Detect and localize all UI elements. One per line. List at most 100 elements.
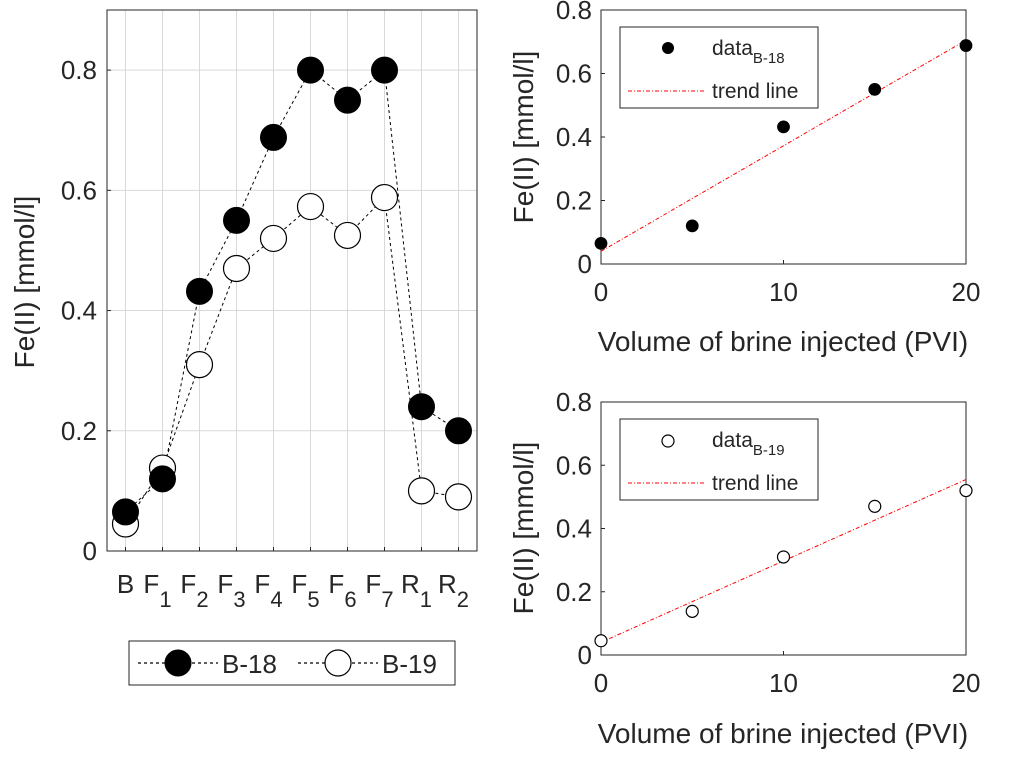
top-right-markers: [594, 39, 973, 250]
point-b-18-5: [297, 56, 324, 84]
bottom-right-legend[interactable]: dataB-19 trend line: [619, 418, 819, 501]
legend-b18-marker: [164, 649, 192, 677]
br-legend-data-label: dataB-19: [712, 429, 785, 459]
tr-y-tick-label-4: 0.8: [556, 0, 592, 25]
br-point-4: [959, 483, 973, 498]
tr-point-3: [868, 82, 882, 96]
left-legend[interactable]: B-18 B-19: [128, 640, 456, 686]
br-point-1: [685, 604, 699, 618]
left-x-tick-sub-6: 6: [344, 587, 356, 612]
point-b-19-2: [185, 351, 214, 379]
series-line-b-19: [125, 196, 459, 525]
tr-legend-data-marker: [662, 42, 674, 54]
left-x-tick-main-6: F: [328, 569, 344, 599]
tr-point-1: [685, 219, 699, 233]
point-b-18-2: [186, 277, 213, 305]
point-b-19-5: [296, 192, 325, 221]
left-x-tick-main-7: F: [365, 569, 381, 599]
left-x-tick-label-3: F3: [217, 569, 245, 612]
legend-b19-marker: [324, 649, 352, 677]
top-right-x-axis-label: Volume of brine injected (PVI): [598, 326, 968, 357]
left-series-lines: [125, 69, 459, 525]
left-x-tick-sub-3: 3: [233, 587, 245, 612]
br-y-tick-label-3: 0.6: [556, 450, 592, 480]
left-axes-box: [106, 9, 478, 552]
top-right-legend[interactable]: dataB-18 trend line: [619, 26, 819, 109]
bottom-right-y-axis-label: Fe(II) [mmol/l]: [508, 442, 539, 615]
point-b-19-6: [333, 221, 362, 250]
left-x-tick-label-8: R1: [401, 569, 432, 612]
tr-point-4: [959, 39, 973, 52]
left-x-tick-label-6: F6: [328, 569, 356, 612]
point-b-18-4: [260, 123, 287, 151]
br-legend-data-sub: B-19: [753, 442, 785, 459]
bottom-right-markers: [594, 483, 973, 648]
bottom-right-legend-box: [619, 418, 819, 501]
left-y-tick-label-1: 0.2: [61, 416, 97, 446]
left-x-tick-sub-5: 5: [307, 587, 319, 612]
bottom-right-chart: 0 0.2 0.4 0.6 0.8 0 10 20 Fe(II) [mmol/l] Volu…: [508, 387, 980, 749]
point-b-19-4: [259, 224, 288, 253]
point-b-19-8: [407, 477, 436, 505]
br-legend-data-main: data: [712, 429, 753, 452]
legend-b19-label: B-19: [382, 649, 437, 679]
tr-legend-data-sub: B-18: [753, 50, 785, 67]
br-y-tick-label-2: 0.4: [556, 514, 592, 544]
left-x-tick-main-2: F: [180, 569, 196, 599]
br-x-tick-label-2: 20: [952, 668, 981, 698]
point-b-18-8: [408, 393, 435, 421]
br-point-2: [776, 550, 791, 564]
left-x-tick-sub-8: 1: [420, 587, 432, 612]
point-b-19-7: [370, 183, 399, 212]
left-x-tick-sub-9: 2: [457, 587, 469, 612]
left-x-tick-sub-4: 4: [270, 587, 282, 612]
top-right-chart: 0 0.2 0.4 0.6 0.8 0 10 20 Fe(II) [mmol/l] Volu…: [508, 0, 980, 357]
tr-legend-trend-label: trend line: [712, 80, 798, 103]
br-legend-trend-label: trend line: [712, 472, 798, 495]
left-x-tick-main-0: B: [117, 569, 134, 599]
top-right-x-ticks: 0 10 20: [594, 260, 981, 307]
left-x-tick-label-2: F2: [180, 569, 208, 612]
tr-y-tick-label-1: 0.2: [556, 186, 592, 216]
tr-x-tick-label-2: 20: [952, 277, 981, 307]
left-x-tick-label-7: F7: [365, 569, 393, 612]
left-x-tick-label-5: F5: [291, 569, 319, 612]
left-series-markers: [111, 56, 473, 538]
left-x-tick-main-8: R: [401, 569, 420, 599]
point-b-18-9: [445, 417, 472, 445]
tr-legend-data-main: data: [712, 37, 753, 60]
top-right-y-ticks: 0 0.2 0.4 0.6 0.8: [556, 0, 605, 279]
series-line-b-18: [125, 69, 459, 513]
left-x-tick-label-0: B: [117, 569, 134, 599]
left-y-axis-label: Fe(II) [mmol/l]: [9, 196, 40, 369]
point-b-18-1: [149, 465, 176, 493]
left-x-tick-sub-7: 7: [381, 587, 393, 612]
left-y-tick-label-0: 0: [83, 536, 97, 566]
point-b-18-3: [223, 206, 250, 234]
point-b-18-6: [334, 86, 361, 114]
left-x-tick-main-9: R: [438, 569, 457, 599]
tr-point-2: [777, 120, 790, 134]
bottom-right-y-ticks: 0 0.2 0.4 0.6 0.8: [556, 387, 605, 670]
tr-legend-data-label: dataB-18: [712, 37, 785, 67]
left-y-tick-label-2: 0.4: [61, 296, 97, 326]
left-x-tick-main-5: F: [291, 569, 307, 599]
left-x-tick-label-1: F1: [143, 569, 171, 612]
tr-y-tick-label-0: 0: [578, 249, 592, 279]
left-x-tick-main-3: F: [217, 569, 233, 599]
left-x-tick-sub-2: 2: [196, 587, 208, 612]
br-x-tick-label-1: 10: [769, 668, 798, 698]
br-x-tick-label-0: 0: [594, 668, 608, 698]
tr-x-tick-label-1: 10: [769, 277, 798, 307]
left-x-tick-sub-1: 1: [159, 587, 171, 612]
point-b-19-3: [222, 254, 251, 283]
point-b-18-7: [371, 56, 398, 84]
br-y-tick-label-4: 0.8: [556, 387, 592, 417]
bottom-right-x-axis-label: Volume of brine injected (PVI): [598, 718, 968, 749]
left-y-ticks: 0 0.2 0.4 0.6 0.8: [61, 55, 111, 566]
point-b-18-0: [112, 498, 139, 526]
br-legend-data-marker: [661, 434, 675, 448]
left-x-tick-main-4: F: [254, 569, 270, 599]
tr-y-tick-label-3: 0.6: [556, 59, 592, 89]
